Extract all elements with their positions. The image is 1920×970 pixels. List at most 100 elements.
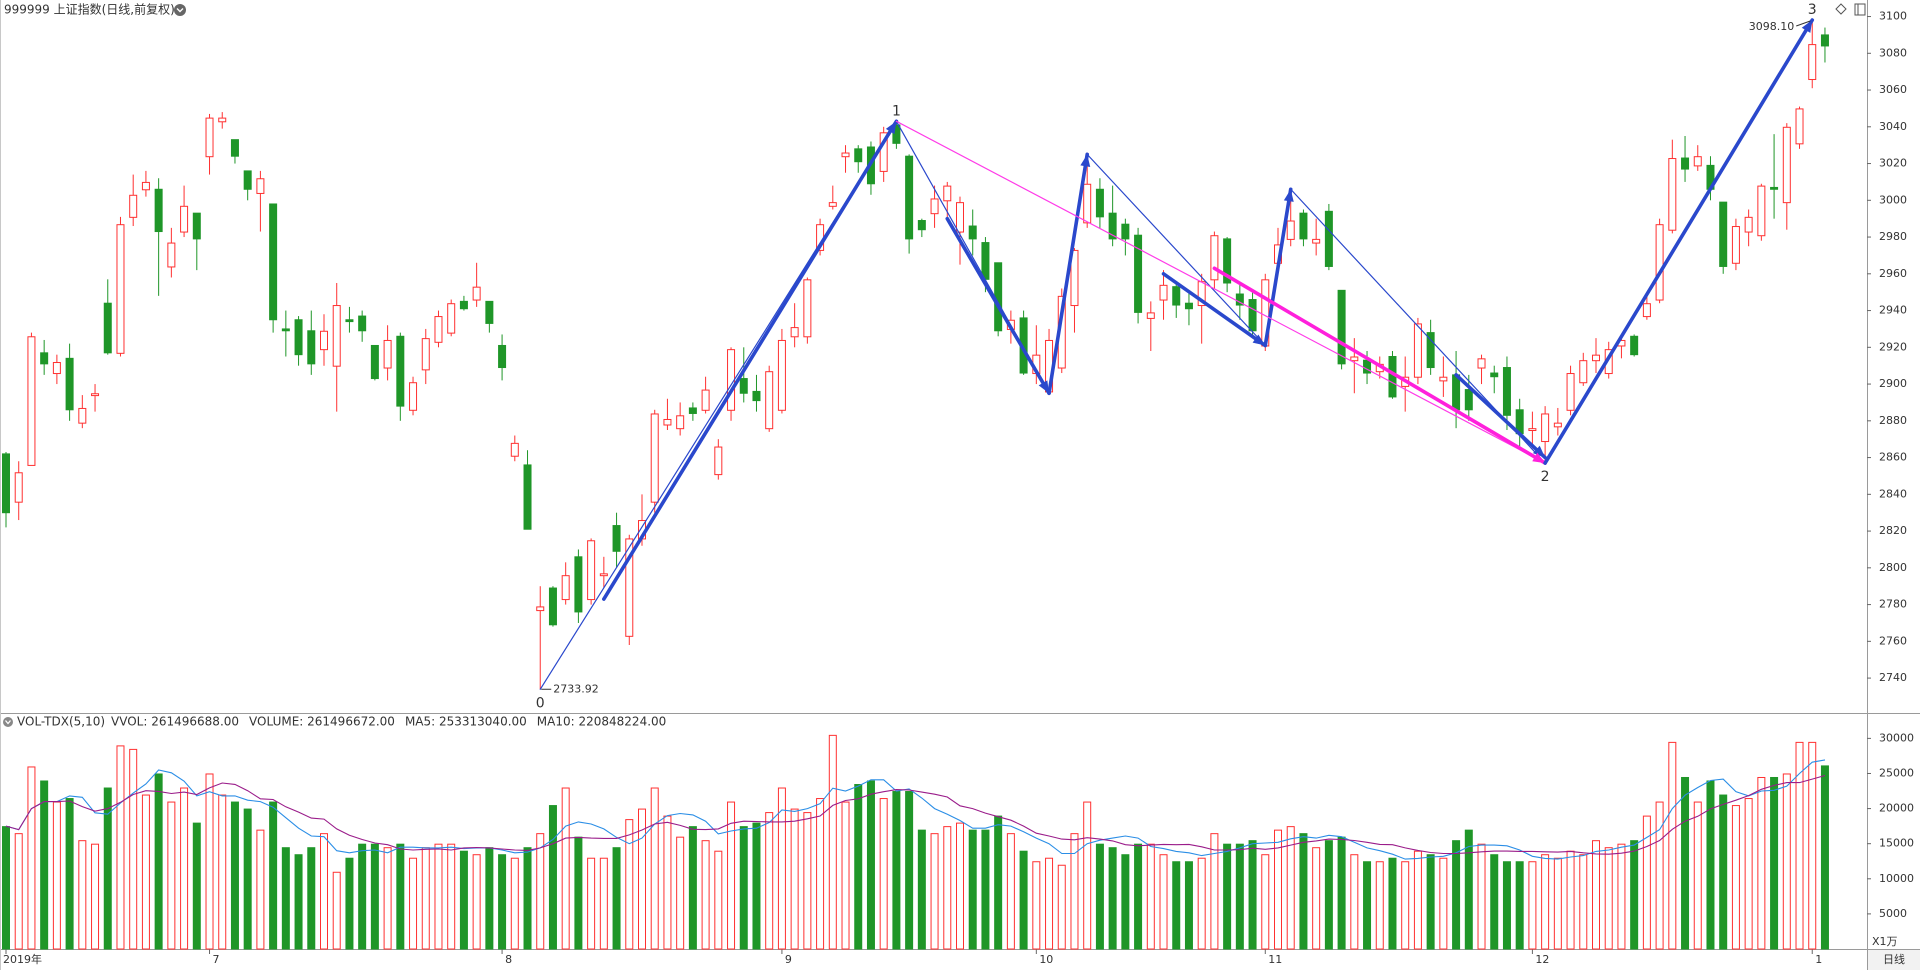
volume-bar xyxy=(243,808,252,950)
candle-body xyxy=(1795,108,1804,145)
volume-bar xyxy=(1426,854,1435,950)
candle-body xyxy=(739,378,748,394)
y-tick-label: 25000 xyxy=(1879,766,1914,779)
volume-bar xyxy=(1108,847,1117,950)
volume-bar xyxy=(1223,843,1232,950)
volume-bar xyxy=(1324,840,1333,950)
candle-body xyxy=(2,453,10,514)
candle-body xyxy=(192,212,201,240)
y-tick-label: 3100 xyxy=(1879,10,1907,23)
dropdown-button[interactable] xyxy=(174,4,186,16)
volume-bar xyxy=(1388,857,1397,950)
x-tick-label: 7 xyxy=(213,953,220,966)
candle-body xyxy=(676,415,685,430)
volume-bar xyxy=(1350,854,1359,950)
volume-bar xyxy=(1693,801,1702,950)
candle-body xyxy=(396,335,405,407)
volume-bar xyxy=(498,854,507,950)
window-icon[interactable] xyxy=(1854,3,1866,16)
volume-bar xyxy=(14,833,23,950)
volume-bar xyxy=(1210,833,1219,950)
volume-bar xyxy=(1006,833,1015,950)
period-box[interactable] xyxy=(1868,950,1920,970)
volume-bar xyxy=(968,829,977,950)
volume-bar xyxy=(320,833,328,950)
candle-body xyxy=(345,319,354,323)
period-label[interactable]: 日线 xyxy=(1883,952,1905,966)
volume-bar xyxy=(91,843,100,950)
volume-bar xyxy=(1019,850,1028,950)
wave-label: 3 xyxy=(1808,2,1817,18)
volume-bar xyxy=(65,798,74,950)
volume-bar xyxy=(816,798,825,950)
candle-body xyxy=(205,117,214,158)
volume-bar xyxy=(459,850,468,950)
volume-bar xyxy=(1286,826,1295,950)
volume-legend: VOL-TDX(5,10) VVOL: 261496688.00 VOLUME: 2… xyxy=(17,715,666,729)
volume-bar xyxy=(790,808,799,950)
candle-body xyxy=(1083,183,1092,224)
candle-body xyxy=(1210,235,1219,281)
x-tick-label: 11 xyxy=(1268,953,1282,966)
volume-bar xyxy=(1490,854,1499,950)
volume-bar xyxy=(447,843,456,950)
volume-bar xyxy=(523,847,532,950)
volume-bar xyxy=(548,805,557,950)
volume-bar xyxy=(866,780,875,950)
volume-bar xyxy=(956,822,964,950)
x-tick-label: 9 xyxy=(785,953,792,966)
volume-bar xyxy=(383,847,392,950)
y-tick-label: 2900 xyxy=(1879,377,1907,390)
indicator-menu-icon[interactable] xyxy=(3,717,13,727)
volume-bar xyxy=(1604,847,1613,950)
candle-body xyxy=(498,344,507,369)
y-tick-label: 15000 xyxy=(1879,837,1914,850)
candle-body xyxy=(1808,44,1817,81)
candle-body xyxy=(1121,223,1130,240)
volume-bar xyxy=(981,829,990,950)
volume-bar xyxy=(1083,801,1092,950)
candle-body xyxy=(1592,354,1600,362)
trend-line xyxy=(1047,152,1089,396)
volume-bar xyxy=(879,798,888,950)
layout-icon[interactable] xyxy=(1835,3,1847,15)
candle-body xyxy=(1744,216,1753,233)
volume-bar xyxy=(116,745,125,950)
candle-body xyxy=(956,202,964,233)
volume-bar xyxy=(1795,741,1804,950)
volume-bar xyxy=(1235,843,1244,950)
candle-body xyxy=(243,170,252,190)
candle-body xyxy=(129,194,138,218)
volume-bar xyxy=(739,826,748,950)
volume-bar xyxy=(27,766,36,950)
volume-bar xyxy=(1681,776,1690,950)
volume-bar xyxy=(1184,861,1193,950)
volume-bar xyxy=(574,836,583,950)
candle-body xyxy=(256,178,265,194)
x-tick-label: 1 xyxy=(1815,953,1822,966)
volume-bar xyxy=(218,794,227,950)
candle-body xyxy=(409,382,418,411)
volume-bar xyxy=(332,871,341,950)
y-tick-label: 3040 xyxy=(1879,120,1907,133)
volume-bar xyxy=(1553,857,1562,950)
volume-bar xyxy=(803,812,812,950)
volume-bar xyxy=(1655,801,1664,950)
wave-label: 2 xyxy=(1541,469,1550,485)
candle-body xyxy=(828,202,837,207)
volume-bar xyxy=(1744,798,1753,950)
dropdown-icon[interactable] xyxy=(174,4,186,16)
legend-entry: VOLUME: 261496672.00 xyxy=(249,715,395,729)
volume-bar xyxy=(752,822,761,950)
legend-entry: VOL-TDX(5,10) xyxy=(17,715,105,729)
candle-body xyxy=(1388,356,1397,398)
trend-arrowhead xyxy=(1283,189,1294,202)
y-tick-label: 2760 xyxy=(1879,634,1907,647)
candle-body xyxy=(650,413,659,503)
volume-bar xyxy=(409,857,418,950)
candle-body xyxy=(714,446,723,476)
candle-body xyxy=(536,606,545,612)
candle-body xyxy=(1223,238,1232,284)
volume-bar xyxy=(141,794,150,950)
volume-bar xyxy=(1668,741,1677,950)
